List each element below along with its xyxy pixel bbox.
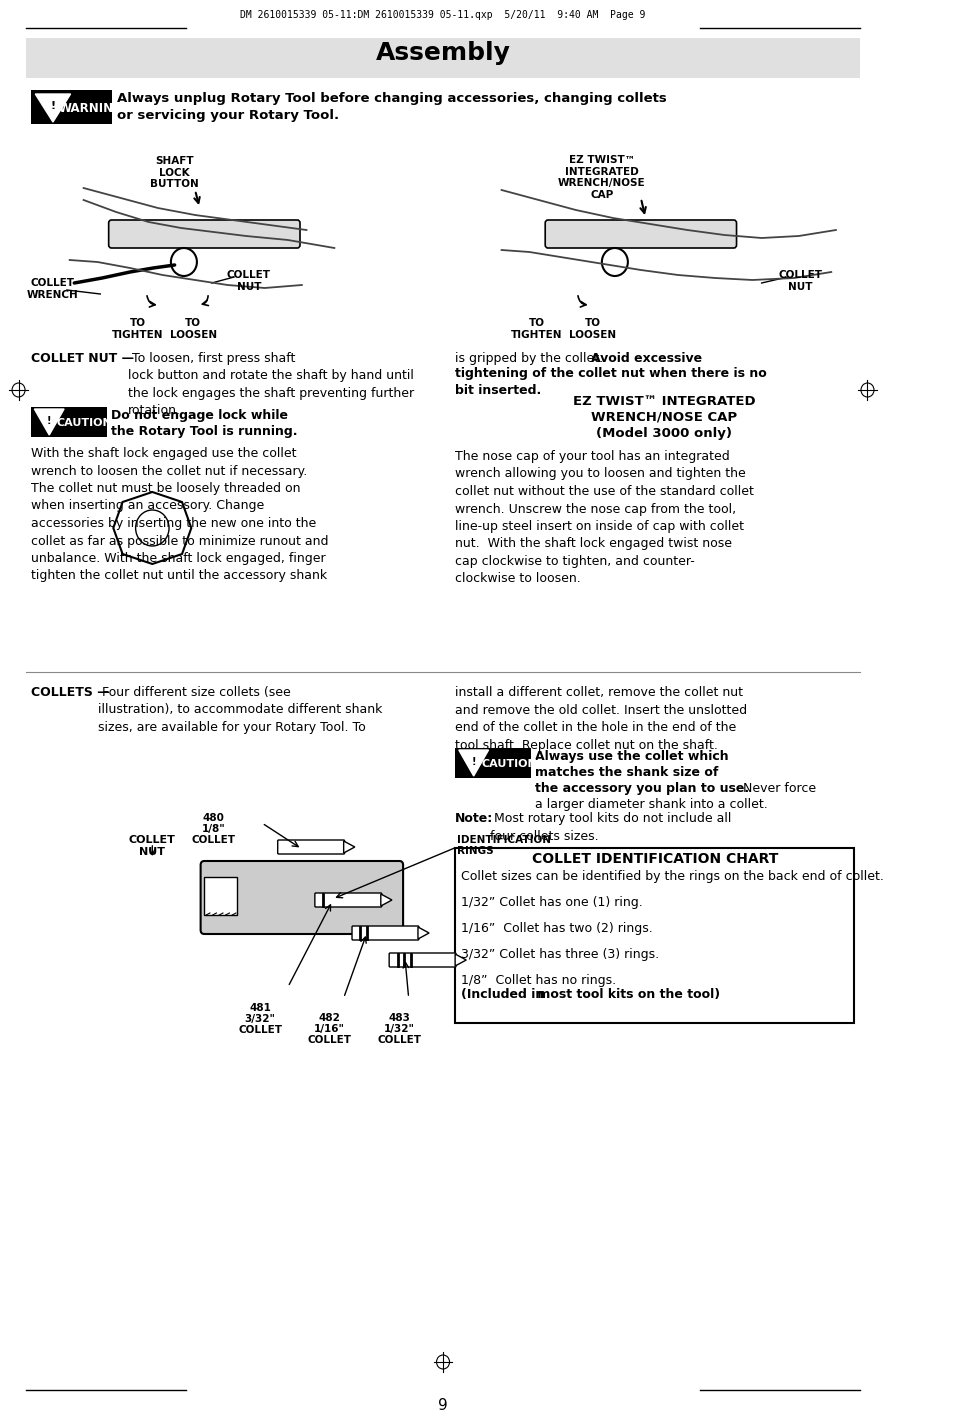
- Text: 1/16”  Collet has two (2) rings.: 1/16” Collet has two (2) rings.: [460, 922, 652, 935]
- Text: COLLET
NUT: COLLET NUT: [129, 836, 175, 857]
- Text: Assembly: Assembly: [375, 41, 510, 65]
- Text: With the shaft lock engaged use the collet
wrench to loosen the collet nut if ne: With the shaft lock engaged use the coll…: [30, 448, 328, 583]
- Text: COLLET IDENTIFICATION CHART: COLLET IDENTIFICATION CHART: [531, 853, 778, 865]
- Text: EZ TWIST™ INTEGRATED
WRENCH/NOSE CAP
(Model 3000 only): EZ TWIST™ INTEGRATED WRENCH/NOSE CAP (Mo…: [572, 395, 755, 441]
- Text: the accessory you plan to use.: the accessory you plan to use.: [535, 782, 748, 794]
- Text: Four different size collets (see
illustration), to accommodate different shank
s: Four different size collets (see illustr…: [98, 686, 382, 735]
- Polygon shape: [458, 750, 488, 776]
- FancyBboxPatch shape: [277, 840, 344, 854]
- FancyBboxPatch shape: [204, 877, 236, 915]
- Text: The nose cap of your tool has an integrated
wrench allowing you to loosen and ti: The nose cap of your tool has an integra…: [455, 450, 753, 585]
- Text: EZ TWIST™
INTEGRATED
WRENCH/NOSE
CAP: EZ TWIST™ INTEGRATED WRENCH/NOSE CAP: [558, 155, 645, 200]
- Text: 1/8”  Collet has no rings.: 1/8” Collet has no rings.: [460, 973, 616, 988]
- Text: TO
TIGHTEN: TO TIGHTEN: [511, 318, 562, 340]
- Text: 3/32” Collet has three (3) rings.: 3/32” Collet has three (3) rings.: [460, 948, 659, 961]
- Text: TO
LOOSEN: TO LOOSEN: [170, 318, 216, 340]
- Text: 482
1/16"
COLLET: 482 1/16" COLLET: [308, 1013, 352, 1044]
- Text: !: !: [471, 757, 476, 767]
- Text: 481
3/32"
COLLET: 481 3/32" COLLET: [238, 1003, 282, 1034]
- Text: COLLET
NUT: COLLET NUT: [227, 270, 271, 291]
- Text: 9: 9: [437, 1398, 448, 1412]
- Polygon shape: [34, 409, 64, 435]
- FancyBboxPatch shape: [314, 892, 381, 907]
- Text: Note:: Note:: [455, 811, 493, 826]
- FancyBboxPatch shape: [455, 848, 854, 1023]
- Text: TO
LOOSEN: TO LOOSEN: [568, 318, 616, 340]
- FancyBboxPatch shape: [30, 90, 112, 124]
- Text: Always unplug Rotary Tool before changing accessories, changing collets
or servi: Always unplug Rotary Tool before changin…: [117, 92, 666, 122]
- Text: IDENTIFICATION
RINGS: IDENTIFICATION RINGS: [456, 836, 551, 855]
- Text: most tool kits on the tool): most tool kits on the tool): [533, 988, 720, 1000]
- Text: Always use the collet which
matches the shank size of: Always use the collet which matches the …: [535, 750, 728, 796]
- Text: COLLET
WRENCH: COLLET WRENCH: [27, 279, 79, 300]
- Text: !: !: [51, 101, 55, 111]
- Polygon shape: [35, 94, 71, 122]
- Text: To loosen, first press shaft
lock button and rotate the shaft by hand until
the : To loosen, first press shaft lock button…: [128, 352, 414, 418]
- Text: a larger diameter shank into a collet.: a larger diameter shank into a collet.: [535, 799, 767, 811]
- FancyBboxPatch shape: [200, 861, 403, 934]
- Text: TO
TIGHTEN: TO TIGHTEN: [112, 318, 163, 340]
- Text: SHAFT
LOCK
BUTTON: SHAFT LOCK BUTTON: [150, 156, 199, 189]
- Text: Avoid excessive: Avoid excessive: [590, 352, 701, 365]
- Text: CAUTION: CAUTION: [56, 418, 112, 428]
- FancyBboxPatch shape: [544, 220, 736, 249]
- FancyBboxPatch shape: [352, 926, 418, 941]
- Text: DM 2610015339 05-11:DM 2610015339 05-11.qxp  5/20/11  9:40 AM  Page 9: DM 2610015339 05-11:DM 2610015339 05-11.…: [240, 10, 645, 20]
- Polygon shape: [417, 926, 429, 939]
- Text: 480
1/8"
COLLET: 480 1/8" COLLET: [192, 813, 235, 844]
- Text: 483
1/32"
COLLET: 483 1/32" COLLET: [377, 1013, 421, 1044]
- Text: COLLET
NUT: COLLET NUT: [778, 270, 821, 291]
- Text: (Included in: (Included in: [460, 988, 543, 1000]
- Polygon shape: [455, 953, 466, 966]
- Text: install a different collet, remove the collet nut
and remove the old collet. Ins: install a different collet, remove the c…: [455, 686, 746, 752]
- Text: Do not engage lock while
the Rotary Tool is running.: Do not engage lock while the Rotary Tool…: [111, 409, 296, 439]
- Text: Never force: Never force: [739, 782, 816, 794]
- Text: CAUTION: CAUTION: [480, 759, 537, 769]
- FancyBboxPatch shape: [30, 406, 107, 438]
- FancyBboxPatch shape: [109, 220, 299, 249]
- FancyBboxPatch shape: [455, 747, 531, 779]
- FancyBboxPatch shape: [26, 38, 860, 78]
- Text: tightening of the collet nut when there is no
bit inserted.: tightening of the collet nut when there …: [455, 367, 766, 398]
- Text: is gripped by the collet.: is gripped by the collet.: [455, 352, 607, 365]
- Text: Collet sizes can be identified by the rings on the back end of collet.: Collet sizes can be identified by the ri…: [460, 870, 882, 882]
- Polygon shape: [380, 894, 392, 907]
- Text: WARNING: WARNING: [58, 101, 123, 115]
- Text: 1/32” Collet has one (1) ring.: 1/32” Collet has one (1) ring.: [460, 897, 641, 909]
- Text: COLLET NUT —: COLLET NUT —: [30, 352, 133, 365]
- Text: COLLETS —: COLLETS —: [30, 686, 110, 699]
- FancyBboxPatch shape: [389, 953, 456, 968]
- Polygon shape: [343, 841, 355, 853]
- Text: !: !: [47, 416, 51, 426]
- Text: Most rotary tool kits do not include all
four collets sizes.: Most rotary tool kits do not include all…: [490, 811, 731, 843]
